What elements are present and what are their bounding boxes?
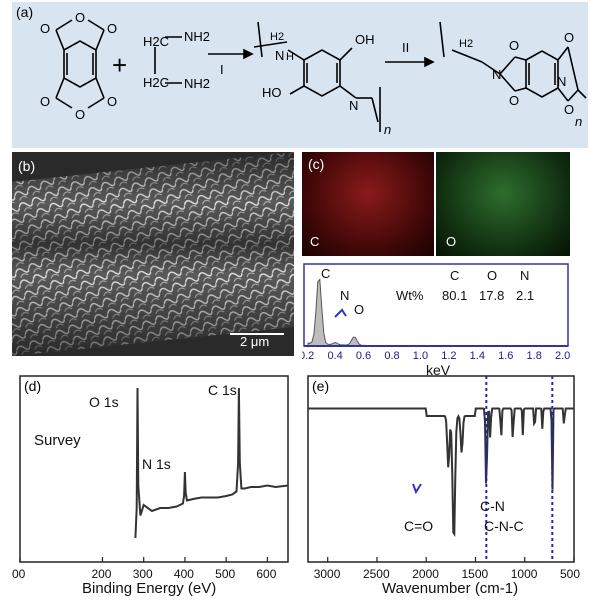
ftir-tick-label: 2500 — [363, 567, 390, 581]
ftir-tick-label: 1500 — [461, 567, 488, 581]
peak-o1s-label: O 1s — [89, 394, 119, 410]
repeat-n-label-2: n — [575, 114, 582, 129]
eds-tick-label: 1.2 — [441, 350, 456, 362]
eds-tick-label: 1.8 — [527, 350, 542, 362]
xps-tick-label: 400 — [174, 567, 194, 581]
step-two-label: II — [402, 40, 409, 55]
panel-e: 3000 2500 2000 1500 1000 500 (e) C=O C-N C-N-… — [300, 372, 596, 604]
oh-bottom-label: HO — [262, 85, 282, 100]
panel-e-label: (e) — [312, 378, 330, 394]
o-atom: O — [509, 93, 519, 108]
ch2-top-label: H2C — [143, 34, 169, 49]
eds-tick-label: 1.4 — [470, 350, 485, 362]
ftir-series-line — [308, 407, 574, 538]
ftir-tick-label: 3000 — [314, 567, 341, 581]
ftir-tick-label: 2000 — [412, 567, 439, 581]
amine-bottom-label: NH2 — [184, 76, 210, 91]
wt-value-o: 17.8 — [479, 288, 505, 303]
eds-tick-label: 2.0 — [555, 350, 570, 362]
o-atom: O — [75, 107, 85, 122]
o-atom: O — [40, 21, 50, 36]
o-atom: O — [509, 38, 519, 53]
eds-tick-label: 1.6 — [498, 350, 513, 362]
eds-tick-label: 0.4 — [327, 350, 342, 362]
poly-nh-label: N — [275, 48, 284, 63]
survey-annotation: Survey — [34, 432, 81, 449]
map-o-label: O — [446, 234, 457, 249]
repeat-n-label: n — [384, 122, 391, 137]
imide-n-left: N — [492, 67, 501, 82]
ftir-tick-label: 500 — [560, 567, 580, 581]
panel-a-label: (a) — [16, 4, 34, 20]
reaction-scheme: O O O O O O + H2C NH2 H2C NH2 I II H2 N … — [40, 10, 587, 137]
ftir-chart: 3000 2500 2000 1500 1000 500 — [307, 375, 580, 581]
oh-top-label: OH — [355, 32, 375, 47]
eds-xlabel: keV — [426, 362, 451, 378]
xps-xlabel: Binding Energy (eV) — [82, 580, 217, 597]
eds-tick-label: 1.0 — [413, 350, 428, 362]
o-atom: O — [564, 102, 574, 117]
o-atom: O — [107, 94, 117, 109]
ch2-bottom-label: H2C — [143, 75, 169, 90]
panel-b-label: (b) — [18, 158, 36, 174]
map-c-label: C — [310, 234, 320, 249]
amine-top-label: NH2 — [184, 29, 210, 44]
wt-header-c: C — [450, 268, 460, 283]
ftir-xlabel: Wavenumber (cm-1) — [382, 580, 519, 597]
eds-tick-label: 0.2 — [302, 350, 314, 362]
wt-label: Wt% — [396, 288, 424, 303]
co-annotation: C=O — [404, 518, 434, 534]
poly-h-label: H — [286, 51, 294, 63]
xps-chart: 00 200 300 400 500 600 — [12, 375, 289, 581]
step-one-label: I — [220, 62, 224, 77]
wt-header-n: N — [520, 268, 530, 283]
eds-map-carbon: (c) C — [302, 152, 434, 256]
xps-tick-label: 00 — [12, 567, 26, 581]
eds-spectrum-svg: 0.2 0.4 0.6 0.8 1.0 1.2 1.4 1.6 1.8 2.0 — [302, 263, 570, 362]
peak-n1s-label: N 1s — [142, 456, 171, 472]
eds-peak-c: C — [321, 266, 331, 281]
o-atom: O — [40, 94, 50, 109]
wt-header-o: O — [487, 268, 498, 283]
polyimide-h2-label: H2 — [459, 38, 473, 50]
xps-tick-label: 300 — [133, 567, 153, 581]
sem-image: (b) 2 μm — [12, 152, 294, 356]
xps-tick-label: 500 — [215, 567, 235, 581]
poly-amide-n-label: N — [349, 98, 358, 113]
cn-annotation: C-N — [480, 498, 505, 514]
imide-n-right: N — [557, 74, 566, 89]
panel-a: (a) — [12, 2, 588, 148]
poly-h2-label: H2 — [270, 31, 284, 43]
xps-tick-label: 200 — [91, 567, 111, 581]
ftir-tick-label: 1000 — [511, 567, 538, 581]
eds-map-oxygen: O — [436, 152, 570, 256]
panel-c-label: (c) — [308, 156, 325, 172]
cnc-annotation: C-N-C — [484, 518, 524, 534]
wt-value-c: 80.1 — [442, 288, 468, 303]
xps-tick-label: 600 — [256, 567, 276, 581]
eds-tick-label: 0.8 — [384, 350, 399, 362]
panel-d: 00 200 300 400 500 600 (d) Survey O 1s C 1s N… — [12, 372, 298, 604]
peak-c1s-label: C 1s — [208, 382, 237, 398]
eds-peak-o: O — [354, 302, 365, 317]
xps-series-line — [134, 387, 289, 539]
o-atom: O — [107, 21, 117, 36]
eds-tick-label: 0.6 — [356, 350, 371, 362]
eds-peak-n: N — [340, 288, 350, 303]
plus-sign: + — [112, 50, 127, 80]
o-atom: O — [75, 10, 85, 25]
wt-value-n: 2.1 — [516, 288, 535, 303]
scale-bar-label: 2 μm — [240, 334, 270, 349]
panel-d-label: (d) — [24, 378, 42, 394]
o-atom: O — [564, 30, 574, 45]
sem-texture — [12, 152, 294, 356]
eds-spectrum: 0.2 0.4 0.6 0.8 1.0 1.2 1.4 1.6 1.8 2.0 C N O Wt%… — [302, 262, 572, 378]
